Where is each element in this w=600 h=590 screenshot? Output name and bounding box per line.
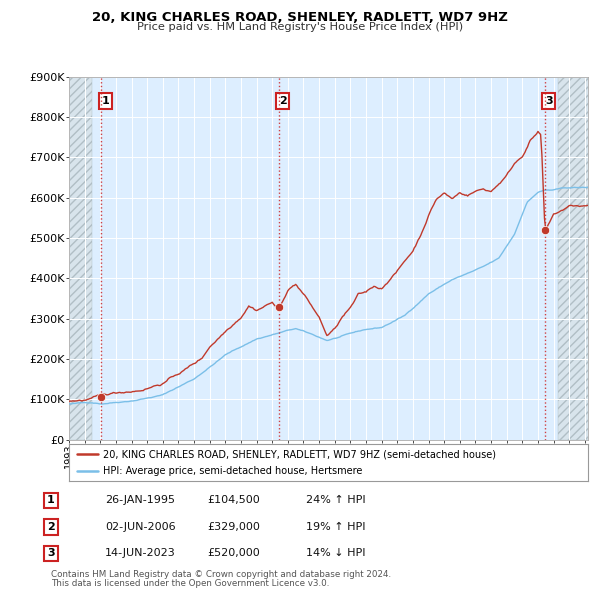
Text: 24% ↑ HPI: 24% ↑ HPI bbox=[306, 496, 365, 505]
Text: HPI: Average price, semi-detached house, Hertsmere: HPI: Average price, semi-detached house,… bbox=[103, 466, 362, 476]
Text: 20, KING CHARLES ROAD, SHENLEY, RADLETT, WD7 9HZ (semi-detached house): 20, KING CHARLES ROAD, SHENLEY, RADLETT,… bbox=[103, 449, 496, 459]
Text: Contains HM Land Registry data © Crown copyright and database right 2024.: Contains HM Land Registry data © Crown c… bbox=[51, 570, 391, 579]
Text: Price paid vs. HM Land Registry's House Price Index (HPI): Price paid vs. HM Land Registry's House … bbox=[137, 22, 463, 32]
Text: £520,000: £520,000 bbox=[207, 549, 260, 558]
Text: 02-JUN-2006: 02-JUN-2006 bbox=[105, 522, 176, 532]
Bar bbox=[69, 77, 92, 440]
Text: 26-JAN-1995: 26-JAN-1995 bbox=[105, 496, 175, 505]
Text: 3: 3 bbox=[47, 549, 55, 558]
Text: 1: 1 bbox=[101, 96, 109, 106]
Text: 19% ↑ HPI: 19% ↑ HPI bbox=[306, 522, 365, 532]
Text: 2: 2 bbox=[47, 522, 55, 532]
Text: 14-JUN-2023: 14-JUN-2023 bbox=[105, 549, 176, 558]
Text: 3: 3 bbox=[545, 96, 553, 106]
Text: £104,500: £104,500 bbox=[207, 496, 260, 505]
Text: 20, KING CHARLES ROAD, SHENLEY, RADLETT, WD7 9HZ: 20, KING CHARLES ROAD, SHENLEY, RADLETT,… bbox=[92, 11, 508, 24]
Text: 14% ↓ HPI: 14% ↓ HPI bbox=[306, 549, 365, 558]
Text: 1: 1 bbox=[47, 496, 55, 505]
Bar bbox=[558, 77, 590, 440]
Text: 2: 2 bbox=[279, 96, 287, 106]
Text: £329,000: £329,000 bbox=[207, 522, 260, 532]
Text: This data is licensed under the Open Government Licence v3.0.: This data is licensed under the Open Gov… bbox=[51, 579, 329, 588]
